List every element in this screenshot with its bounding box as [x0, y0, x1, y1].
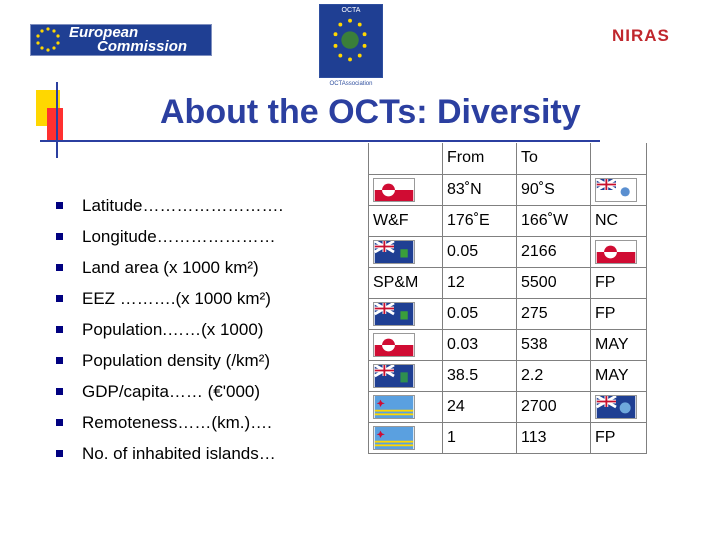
table-cell-flag [368, 235, 443, 268]
table-cell-from: 1 [442, 421, 517, 454]
ec-logo-line1: European [69, 24, 139, 41]
list-item: GDP/capita…… (€'000) [48, 376, 283, 407]
table-cell-to: 538 [516, 328, 591, 361]
bat-flag-icon [595, 177, 637, 202]
table-cell-label: FP [590, 297, 647, 330]
decorative-vertical-rule [56, 82, 58, 158]
greenland-flag-icon [595, 239, 637, 264]
table-row: 0.05 275 FP [368, 297, 647, 330]
bullet-square-icon [56, 388, 63, 395]
table-cell-flag [590, 235, 647, 268]
bullet-square-icon [56, 419, 63, 426]
greenland-flag-icon [373, 177, 415, 202]
table-cell-to: 275 [516, 297, 591, 330]
niras-logo: NIRAS [612, 26, 670, 45]
table-cell-label: W&F [368, 204, 443, 237]
table-row: 38.5 2.2 MAY [368, 359, 647, 392]
table-cell-to: 113 [516, 421, 591, 454]
aruba-flag-icon [373, 425, 415, 450]
table-row: W&F 176˚E 166˚W NC [368, 204, 647, 237]
list-item: Population.……(x 1000) [48, 314, 283, 345]
eu-stars-icon [36, 27, 60, 52]
table-cell-from: 0.05 [442, 297, 517, 330]
octa-logo: OCTA OCTAssociation [319, 4, 383, 90]
aruba-flag-icon [373, 394, 415, 419]
table-cell-flag [590, 390, 647, 423]
bullet-square-icon [56, 233, 63, 240]
bullet-square-icon [56, 264, 63, 271]
table-cell-to: 2700 [516, 390, 591, 423]
table-row: 1 113 FP [368, 421, 647, 454]
list-item: Latitude……………………. [48, 190, 283, 221]
table-cell-label: FP [590, 421, 647, 454]
european-commission-logo: European Commission [30, 24, 212, 56]
greenland-flag-icon [373, 332, 415, 357]
list-item: No. of inhabited islands… [48, 438, 283, 469]
table-header-cell: To [516, 143, 591, 175]
table-cell-flag [590, 173, 647, 206]
bullet-square-icon [56, 326, 63, 333]
table-row: 0.05 2166 [368, 235, 647, 268]
table-cell-flag [368, 173, 443, 206]
list-item: EEZ ……….(x 1000 km²) [48, 283, 283, 314]
table-cell-from: 38.5 [442, 359, 517, 392]
table-cell-to: 166˚W [516, 204, 591, 237]
bvi-flag-icon [373, 363, 415, 388]
table-header-cell [590, 143, 647, 175]
list-item: Longitude………………… [48, 221, 283, 252]
list-item: Remoteness……(km.)…. [48, 407, 283, 438]
table-cell-label: MAY [590, 359, 647, 392]
table-row: SP&M 12 5500 FP [368, 266, 647, 299]
table-row: 0.03 538 MAY [368, 328, 647, 361]
table-cell-from: 0.03 [442, 328, 517, 361]
bullet-list: Latitude……………………. Longitude………………… Land … [48, 190, 283, 469]
table-cell-flag [368, 390, 443, 423]
table-cell-to: 90˚S [516, 173, 591, 206]
table-cell-from: 24 [442, 390, 517, 423]
list-item: Population density (/km²) [48, 345, 283, 376]
table-cell-from: 83˚N [442, 173, 517, 206]
pitcairn-flag-icon [373, 239, 415, 264]
table-cell-label: SP&M [368, 266, 443, 299]
bullet-square-icon [56, 202, 63, 209]
table-cell-from: 12 [442, 266, 517, 299]
table-cell-to: 2.2 [516, 359, 591, 392]
table-header-row: From To [368, 143, 647, 175]
octa-emblem-icon [333, 18, 367, 62]
table-cell-from: 176˚E [442, 204, 517, 237]
decorative-horizontal-rule [40, 140, 600, 142]
page-title: About the OCTs: Diversity [160, 93, 581, 131]
pitcairn-flag-icon [373, 301, 415, 326]
table-cell-to: 2166 [516, 235, 591, 268]
list-item: Land area (x 1000 km²) [48, 252, 283, 283]
table-header-cell [368, 143, 443, 175]
bullet-square-icon [56, 357, 63, 364]
table-cell-to: 5500 [516, 266, 591, 299]
table-cell-flag [368, 359, 443, 392]
table-row: 83˚N 90˚S [368, 173, 647, 206]
table-cell-from: 0.05 [442, 235, 517, 268]
octa-logo-label: OCTA [341, 7, 361, 14]
falklands-flag-icon [595, 394, 637, 419]
table-cell-label: FP [590, 266, 647, 299]
decorative-red-square [47, 108, 63, 140]
table-cell-flag [368, 421, 443, 454]
table-row: 24 2700 [368, 390, 647, 423]
table-cell-flag [368, 328, 443, 361]
diversity-table: From To 83˚N 90˚S W&F 176˚E 166˚W NC 0.05 2166 SP&… [368, 143, 647, 454]
table-cell-label: MAY [590, 328, 647, 361]
bullet-square-icon [56, 450, 63, 457]
ec-logo-line2: Commission [97, 38, 188, 55]
bullet-square-icon [56, 295, 63, 302]
table-header-cell: From [442, 143, 517, 175]
table-cell-flag [368, 297, 443, 330]
octa-logo-caption: OCTAssociation [329, 81, 373, 87]
table-cell-label: NC [590, 204, 647, 237]
